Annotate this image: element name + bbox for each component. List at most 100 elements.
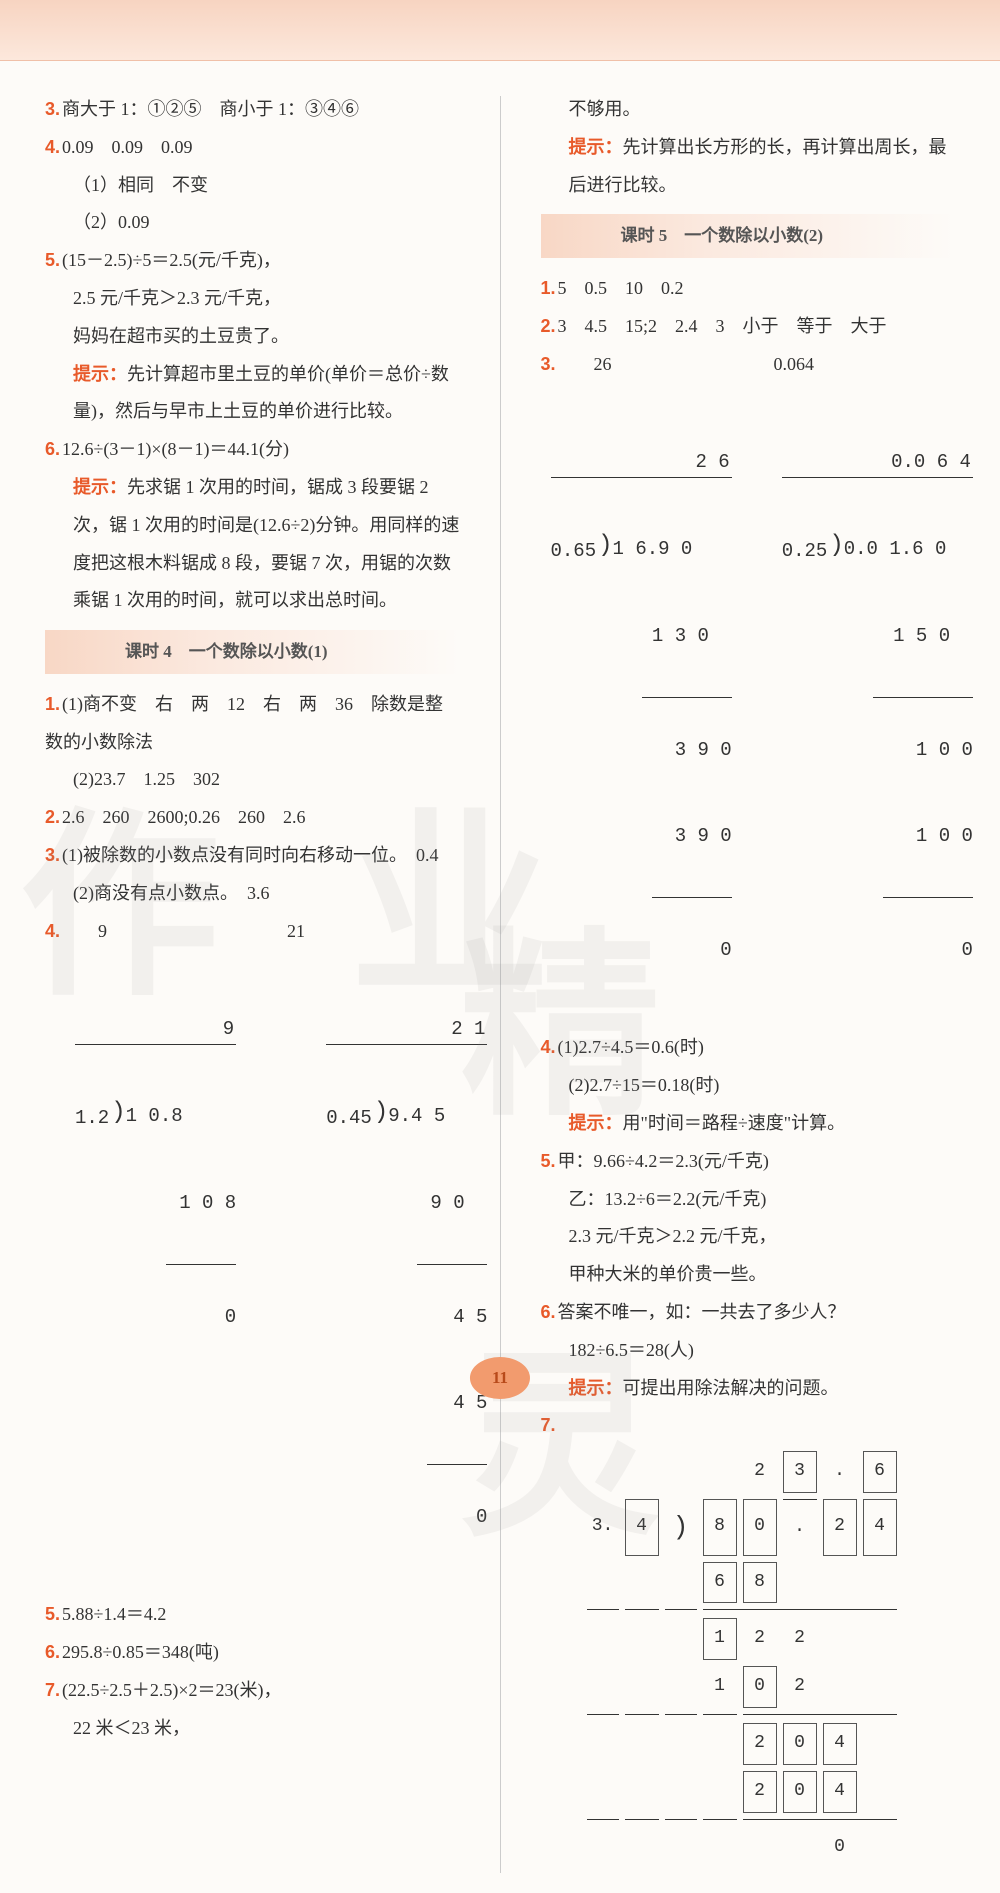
q6-num: 6. [45, 439, 60, 459]
l4q4head: 9 21 [62, 921, 305, 941]
l5q4a: (1)2.7÷4.5＝0.6(时) [558, 1037, 704, 1057]
q7-r5-2: 0 [783, 1771, 817, 1813]
l4q1-num: 1. [45, 694, 60, 714]
q4b: （1）相同 不变 [45, 167, 460, 205]
l4q3b: (2)商没有点小数点。 3.6 [45, 875, 460, 913]
longdiv-row-2: 2 6 0.65 ) 1 6.9 0 1 3 0 3 9 0 3 9 0 0 0… [551, 391, 956, 1021]
q7-r2-1: 2 [743, 1618, 777, 1660]
l5q4b: (2)2.7÷15＝0.18(时) [541, 1067, 956, 1105]
q7-r1-1: 8 [743, 1562, 777, 1604]
q7-r3-1: 0 [743, 1666, 777, 1708]
q6a: 12.6÷(3－1)×(8－1)＝44.1(分) [62, 439, 289, 459]
column-divider [500, 96, 501, 1873]
l5q2-num: 2. [541, 316, 556, 336]
l5q3-num: 3. [541, 354, 556, 374]
l5q6-hint: 可提出用除法解决的问题。 [623, 1378, 839, 1398]
header-band [0, 0, 1000, 61]
q7-bracket: ) [665, 1499, 697, 1556]
ld1-divisor: 1.2 [75, 1102, 111, 1133]
l4q6: 295.8÷0.85＝348(吨) [62, 1642, 219, 1662]
ld3-divisor: 0.65 [551, 535, 599, 566]
longdiv-4: 0.0 6 4 0.25 ) 0.0 1.6 0 1 5 0 1 0 0 1 0… [782, 391, 973, 1021]
l4q2: 2.6 260 2600;0.26 260 2.6 [62, 807, 306, 827]
ld4-r3: 0 [782, 936, 973, 965]
q3-text: 商大于 1：①②⑤ 商小于 1：③④⑥ [62, 99, 359, 119]
longdiv-row-1: 9 1.2 ) 1 0.8 1 0 8 0 2 1 0.45 ) 9.4 5 9… [75, 958, 460, 1588]
l5q6-num: 6. [541, 1302, 556, 1322]
ld4-quotient: 0.0 6 4 [782, 448, 973, 478]
ld1-r1: 0 [75, 1303, 236, 1332]
page-content: 3.商大于 1：①②⑤ 商小于 1：③④⑥ 4.0.09 0.09 0.09 （… [0, 61, 1000, 1893]
l5q5a: 甲：9.66÷4.2＝2.3(元/千克) [558, 1151, 769, 1171]
l5q3head: 26 0.064 [558, 354, 815, 374]
ld3-dividend: 1 6.9 0 [613, 535, 693, 564]
q5c: 妈妈在超市买的土豆贵了。 [45, 318, 460, 356]
ld2-dividend: 9.4 5 [388, 1102, 445, 1131]
ld2-divisor: 0.45 [326, 1102, 374, 1133]
right-column: 不够用。 提示：先计算出长方形的长，再计算出周长，最后进行比较。 课时 5 一个… [541, 91, 956, 1873]
l4q1a: (1)商不变 右 两 12 右 两 36 除数是整数的小数除法 [45, 694, 443, 752]
q7-dv0: 3. [587, 1499, 619, 1556]
q4c: （2）0.09 [45, 204, 460, 242]
hint-label-r: 提示： [569, 137, 623, 157]
q7-r2-0: 1 [703, 1618, 737, 1660]
q4a: 0.09 0.09 0.09 [62, 137, 193, 157]
l5q7-num: 7. [541, 1415, 556, 1435]
longdiv-1: 9 1.2 ) 1 0.8 1 0 8 0 [75, 958, 236, 1588]
q5-num: 5. [45, 250, 60, 270]
q7-r3-2: 2 [783, 1666, 817, 1708]
l5q5d: 甲种大米的单价贵一些。 [541, 1256, 956, 1294]
l5q4-hint: 用"时间＝路程÷速度"计算。 [623, 1113, 846, 1133]
q5b: 2.5 元/千克＞2.3 元/千克， [45, 280, 460, 318]
l5q1-num: 1. [541, 278, 556, 298]
q3-num: 3. [45, 99, 60, 119]
page-number: 11 [470, 1357, 530, 1399]
l5q6a: 答案不唯一，如：一共去了多少人？ [558, 1302, 846, 1322]
lesson5-banner: 课时 5 一个数除以小数(2) [541, 214, 956, 258]
ld3-r3: 0 [551, 936, 732, 965]
l5q6b: 182÷6.5＝28(人) [541, 1332, 956, 1370]
l4q4-num: 4. [45, 921, 60, 941]
q7-dv7: 4 [863, 1499, 897, 1556]
q7-q4: 6 [863, 1451, 897, 1493]
q7-r1-0: 6 [703, 1562, 737, 1604]
q7-q3: . [823, 1451, 857, 1493]
l4q3a: (1)被除数的小数点没有同时向右移动一位。 0.4 [62, 845, 439, 865]
l4q6-num: 6. [45, 1642, 60, 1662]
q7-r6-3: 0 [823, 1828, 857, 1868]
q7-dv4: 0 [743, 1499, 777, 1556]
q7-r2-2: 2 [783, 1618, 817, 1660]
l5q5c: 2.3 元/千克＞2.2 元/千克， [541, 1218, 956, 1256]
hint-label: 提示： [73, 364, 127, 384]
longdiv-2: 2 1 0.45 ) 9.4 5 9 0 4 5 4 5 0 [326, 958, 487, 1588]
q5a: (15－2.5)÷5＝2.5(元/千克)， [62, 250, 281, 270]
q7-q1: 2 [743, 1451, 777, 1493]
q7-r4-3: 4 [823, 1723, 857, 1765]
cont-a: 不够用。 [541, 91, 956, 129]
q7-longdiv: 2 3 . 6 3. 4 ) 8 0 . 2 4 6 [581, 1445, 956, 1873]
cont-hint: 先计算出长方形的长，再计算出周长，最后进行比较。 [569, 137, 947, 195]
l5q1: 5 0.5 10 0.2 [558, 278, 684, 298]
q7-q2: 3 [783, 1451, 817, 1493]
ld4-r1: 1 0 0 [782, 736, 973, 765]
ld3-r1: 3 9 0 [551, 736, 732, 765]
q5-hint: 先计算超市里土豆的单价(单价＝总价÷数量)，然后与早市上土豆的单价进行比较。 [73, 364, 449, 422]
q7-q0 [703, 1451, 737, 1493]
q7-r4-2: 0 [783, 1723, 817, 1765]
ld3-r2: 3 9 0 [551, 822, 732, 851]
l5q2: 3 4.5 15;2 2.4 3 小于 等于 大于 [558, 316, 887, 336]
q7-dv5: . [783, 1499, 817, 1556]
ld3-r0: 1 3 0 [551, 622, 732, 651]
left-column: 3.商大于 1：①②⑤ 商小于 1：③④⑥ 4.0.09 0.09 0.09 （… [45, 91, 460, 1873]
l4q3-num: 3. [45, 845, 60, 865]
ld1-dividend: 1 0.8 [126, 1102, 183, 1131]
hint-label-r2: 提示： [569, 1113, 623, 1133]
q7-dv1: 4 [625, 1499, 659, 1556]
l4q7b: 22 米＜23 米， [45, 1710, 460, 1748]
q4-num: 4. [45, 137, 60, 157]
ld4-divisor: 0.25 [782, 535, 830, 566]
l4q2-num: 2. [45, 807, 60, 827]
l4q5-num: 5. [45, 1604, 60, 1624]
hint-label-2: 提示： [73, 477, 127, 497]
q7-r5-1: 2 [743, 1771, 777, 1813]
